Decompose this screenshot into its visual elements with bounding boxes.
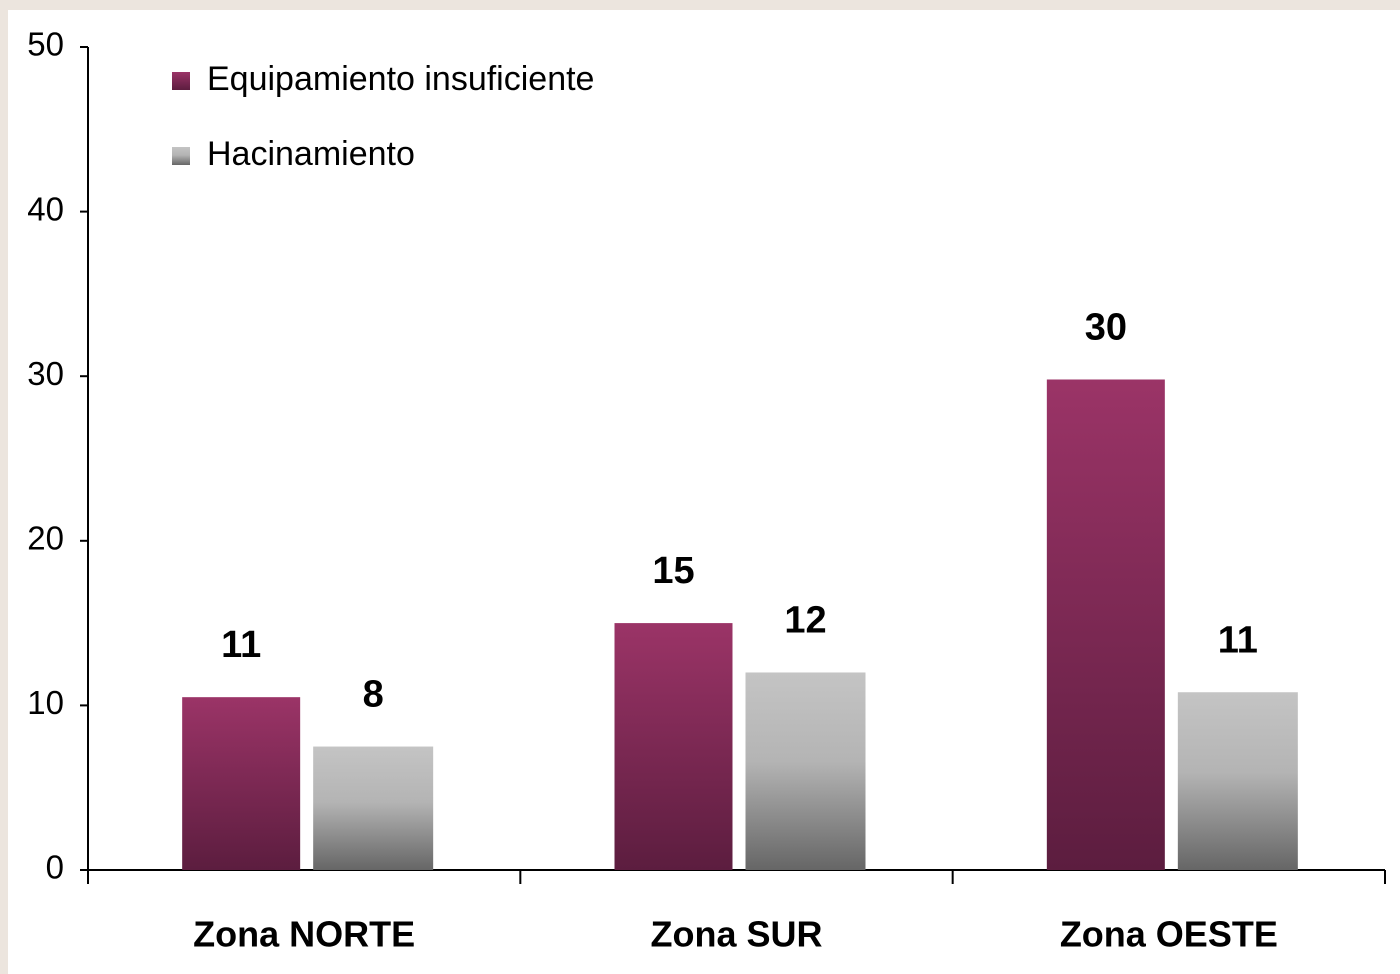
data-label: 8 xyxy=(363,674,384,716)
data-label: 12 xyxy=(784,600,826,642)
data-label: 15 xyxy=(652,550,694,592)
bar xyxy=(1046,379,1165,870)
y-tick-label: 0 xyxy=(46,849,64,886)
bar xyxy=(182,697,301,870)
y-tick-label: 40 xyxy=(27,190,64,227)
legend-label: Hacinamiento xyxy=(207,135,415,173)
bar xyxy=(614,623,733,870)
x-tick-label: Zona OESTE xyxy=(1060,914,1278,955)
data-label: 11 xyxy=(221,624,261,666)
x-tick-label: Zona SUR xyxy=(650,914,822,955)
data-label: 30 xyxy=(1085,307,1127,349)
y-tick-label: 20 xyxy=(27,520,64,557)
y-tick-label: 50 xyxy=(27,26,64,63)
bar xyxy=(745,672,866,870)
x-tick-label: Zona NORTE xyxy=(193,914,415,955)
legend-swatch xyxy=(172,147,190,165)
y-tick-label: 30 xyxy=(27,355,64,392)
bar xyxy=(1177,692,1298,870)
y-tick-label: 10 xyxy=(27,684,64,721)
data-label: 11 xyxy=(1218,619,1258,661)
bar xyxy=(313,746,434,870)
legend-label: Equipamiento insuficiente xyxy=(207,60,594,98)
legend-swatch xyxy=(172,72,190,90)
